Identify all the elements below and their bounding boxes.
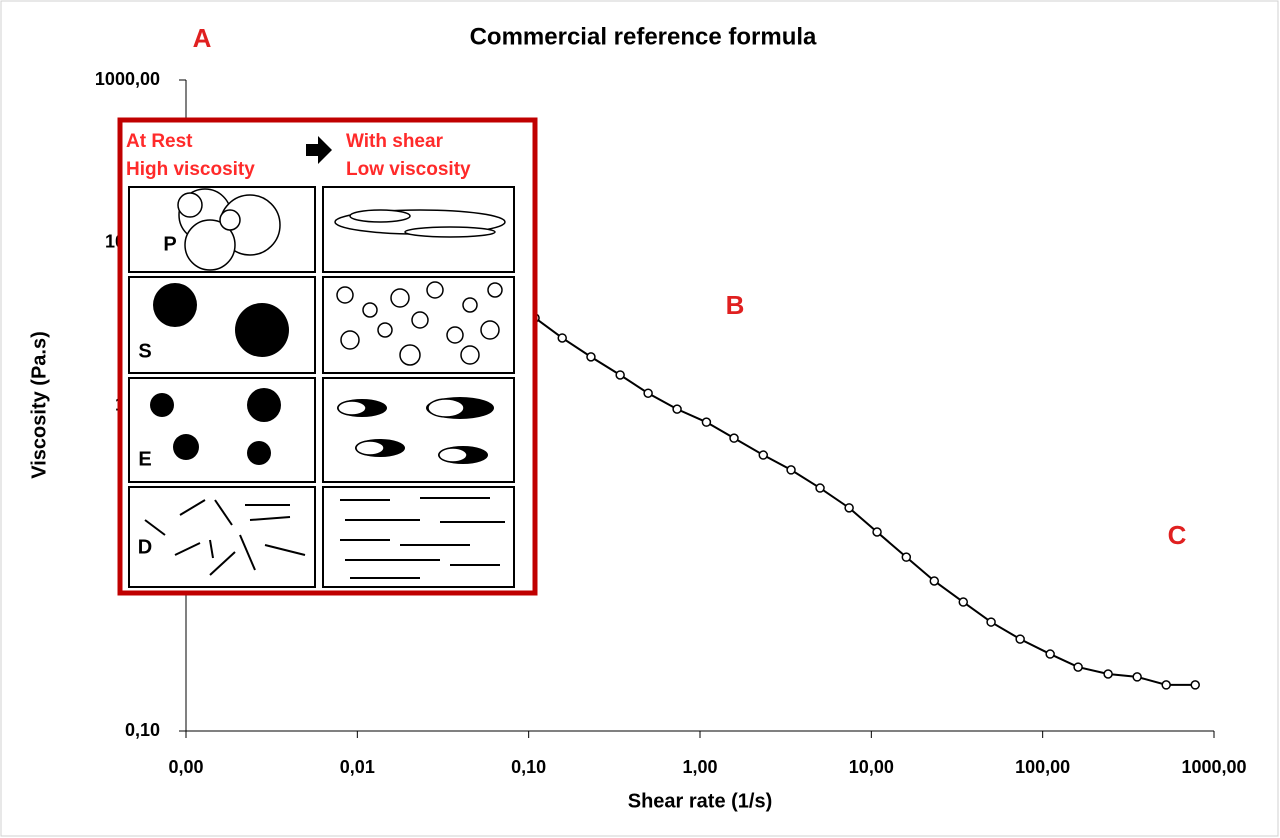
x-axis-title: Shear rate (1/s) xyxy=(628,790,773,812)
inset-label: Low viscosity xyxy=(346,159,471,180)
inset-row-label: D xyxy=(138,536,152,558)
chart: Commercial reference formula Shear rate … xyxy=(0,0,1280,838)
x-tick-label: 1000,00 xyxy=(1181,757,1246,777)
data-point xyxy=(616,371,624,379)
data-point xyxy=(873,528,881,536)
data-point xyxy=(1046,650,1054,658)
data-point xyxy=(587,353,595,361)
x-tick-label: 1,00 xyxy=(682,757,717,777)
data-point xyxy=(1133,673,1141,681)
inset-figure: At Rest High viscosity With shear Low vi… xyxy=(120,120,535,593)
x-tick-label: 0,10 xyxy=(511,757,546,777)
x-tick-label: 10,00 xyxy=(849,757,894,777)
chart-title: Commercial reference formula xyxy=(470,23,817,50)
data-point xyxy=(702,418,710,426)
data-point xyxy=(673,405,681,413)
inset-label: High viscosity xyxy=(126,159,255,180)
data-point xyxy=(845,504,853,512)
data-point xyxy=(930,577,938,585)
inset-row-label: P xyxy=(163,233,176,255)
x-tick-label: 0,00 xyxy=(168,757,203,777)
data-point xyxy=(1104,670,1112,678)
data-point xyxy=(1162,681,1170,689)
y-axis-title: Viscosity (Pa.s) xyxy=(28,331,50,478)
data-point xyxy=(730,434,738,442)
data-point xyxy=(558,334,566,342)
x-tick-label: 100,00 xyxy=(1015,757,1070,777)
x-tick-label: 0,01 xyxy=(340,757,375,777)
data-point xyxy=(759,451,767,459)
data-point xyxy=(816,484,824,492)
annotation: A xyxy=(193,23,212,53)
data-point xyxy=(959,598,967,606)
data-point xyxy=(787,466,795,474)
data-point xyxy=(1191,681,1199,689)
data-point xyxy=(1016,635,1024,643)
data-point xyxy=(1074,663,1082,671)
annotation: B xyxy=(726,290,745,320)
y-tick-label: 1000,00 xyxy=(95,69,160,89)
data-point xyxy=(644,389,652,397)
data-point xyxy=(987,618,995,626)
annotation: C xyxy=(1168,520,1187,550)
inset-row-label: E xyxy=(138,448,151,470)
data-point xyxy=(902,553,910,561)
y-tick-label: 0,10 xyxy=(125,720,160,740)
inset-label: At Rest xyxy=(126,131,193,152)
inset-row-label: S xyxy=(138,340,151,362)
inset-label: With shear xyxy=(346,131,444,152)
